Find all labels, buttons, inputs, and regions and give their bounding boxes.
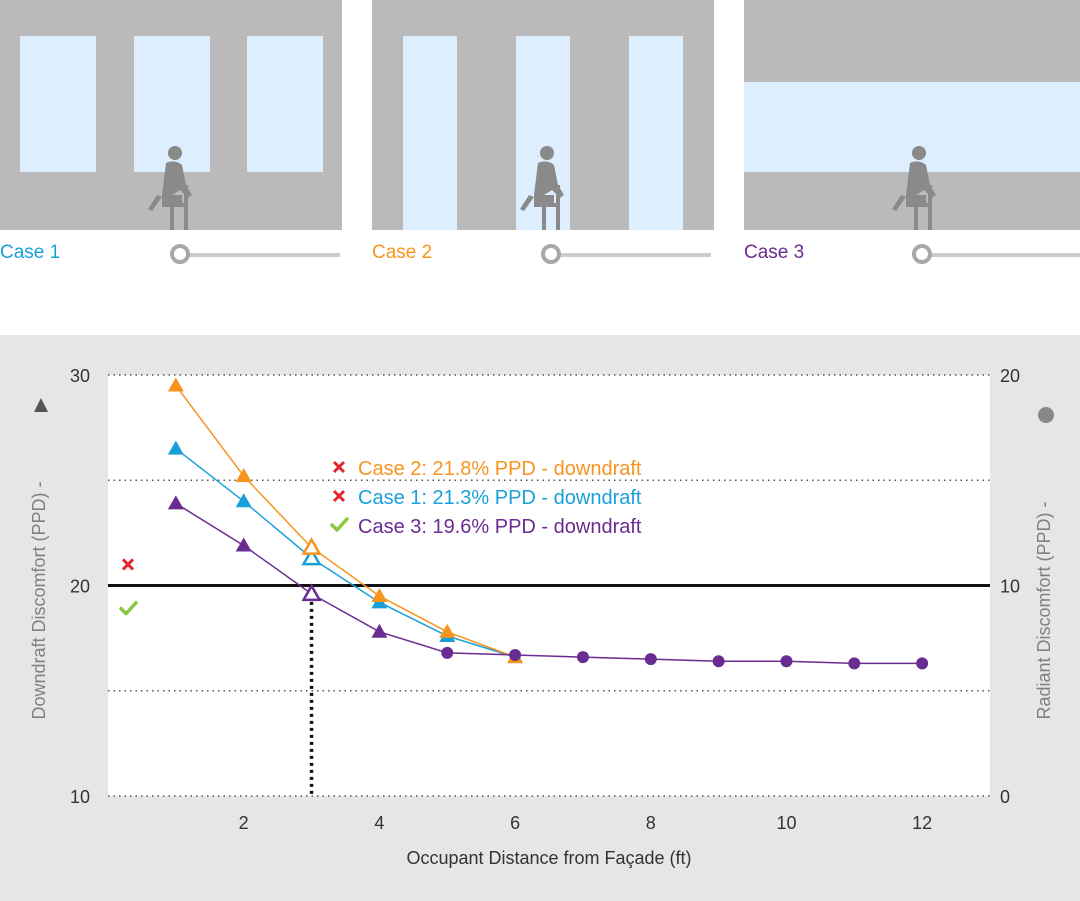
- annotation-label: Case 2: 21.8% PPD - downdraft: [358, 458, 642, 480]
- slider-knob[interactable]: [912, 244, 932, 264]
- case-3-downdraft-point: [167, 495, 184, 510]
- slider-track: [551, 253, 711, 257]
- fail-cross-icon: [121, 558, 135, 571]
- y-left-tick-label: 20: [70, 577, 90, 597]
- case-3-downdraft-point: [371, 623, 388, 638]
- window-3: [247, 36, 323, 172]
- x-tick-label: 8: [646, 813, 656, 833]
- cross-stroke: [121, 558, 135, 571]
- case-3-radiant-point: [712, 655, 725, 668]
- case-1-line: [175, 448, 516, 658]
- case-1-downdraft-point: [167, 440, 184, 455]
- cross-stroke: [332, 489, 346, 503]
- x-tick-label: 6: [510, 813, 520, 833]
- case-2-downdraft-point: [371, 588, 388, 603]
- case-3-radiant-point: [576, 651, 589, 664]
- case-2-label: Case 2: [372, 242, 433, 263]
- case-3-slider[interactable]: [912, 244, 1080, 264]
- y-left-tick-label: 30: [70, 366, 90, 386]
- x-tick-label: 2: [239, 813, 249, 833]
- case-3-radiant-point: [509, 648, 522, 661]
- downdraft-triangle-icon: [34, 398, 48, 412]
- radiant-circle-icon: [1038, 407, 1054, 423]
- case-1-label: Case 1: [0, 242, 61, 263]
- case-2-panel: [372, 0, 714, 230]
- case-2-line: [175, 385, 516, 658]
- case-2-downdraft-point: [167, 377, 184, 392]
- y-left-axis-label: Downdraft Discomfort (PPD) -: [29, 481, 49, 719]
- x-tick-label: 12: [912, 813, 932, 833]
- case-3-radiant-point: [644, 653, 657, 666]
- case-3-panel: [744, 0, 1080, 230]
- window-1: [20, 36, 96, 172]
- case-1-downdraft-point: [301, 547, 322, 566]
- case-1-panel: [0, 0, 342, 230]
- annotation-label: Case 1: 21.3% PPD - downdraft: [358, 487, 642, 509]
- case-3-radiant-point: [848, 657, 861, 670]
- seated-person-icon: [520, 146, 564, 230]
- case-1-slider[interactable]: [170, 244, 340, 264]
- slider-knob[interactable]: [170, 244, 190, 264]
- case-3-downdraft-point: [301, 583, 322, 602]
- fail-cross-icon: [332, 460, 346, 474]
- y-right-tick-label: 10: [1000, 577, 1020, 597]
- y-right-tick-label: 20: [1000, 366, 1020, 386]
- slider-track: [922, 253, 1080, 257]
- ppd-chart: 10 20 30 0 10 20 2 4 6 8 10 12 Occupant Distance fro…: [29, 366, 1054, 868]
- y-right-axis-label: Radiant Discomfort (PPD) -: [1034, 501, 1054, 719]
- window-1: [403, 36, 457, 230]
- y-left-tick-label: 10: [70, 787, 90, 807]
- case-3-label: Case 3: [744, 242, 805, 263]
- chart-area: 10 20 30 0 10 20 2 4 6 8 10 12 Occupant Distance fro…: [0, 335, 1080, 901]
- pass-check-icon: [119, 600, 138, 616]
- case-2-downdraft-point: [301, 537, 322, 555]
- case-3-line: [175, 502, 923, 665]
- annotation-label: Case 3: 19.6% PPD - downdraft: [358, 516, 642, 538]
- case-2-downdraft-point: [235, 468, 252, 483]
- seated-person-icon: [148, 146, 192, 230]
- cross-stroke: [332, 460, 346, 474]
- slider-knob[interactable]: [541, 244, 561, 264]
- case-3-radiant-point: [780, 655, 793, 668]
- x-axis-label: Occupant Distance from Façade (ft): [406, 848, 691, 868]
- case-2-slider[interactable]: [541, 244, 711, 264]
- case-3-radiant-point: [441, 646, 454, 659]
- pass-check-icon: [330, 517, 349, 532]
- x-tick-label: 10: [776, 813, 796, 833]
- window-band: [744, 82, 1080, 172]
- y-right-tick-label: 0: [1000, 787, 1010, 807]
- case-3-radiant-point: [916, 657, 929, 670]
- case-1-downdraft-point: [235, 493, 252, 508]
- slider-track: [180, 253, 340, 257]
- window-3: [629, 36, 683, 230]
- case-3-downdraft-point: [235, 537, 252, 552]
- seated-person-icon: [892, 146, 936, 230]
- fail-cross-icon: [332, 489, 346, 503]
- x-tick-label: 4: [374, 813, 384, 833]
- case-2-downdraft-point: [439, 623, 456, 638]
